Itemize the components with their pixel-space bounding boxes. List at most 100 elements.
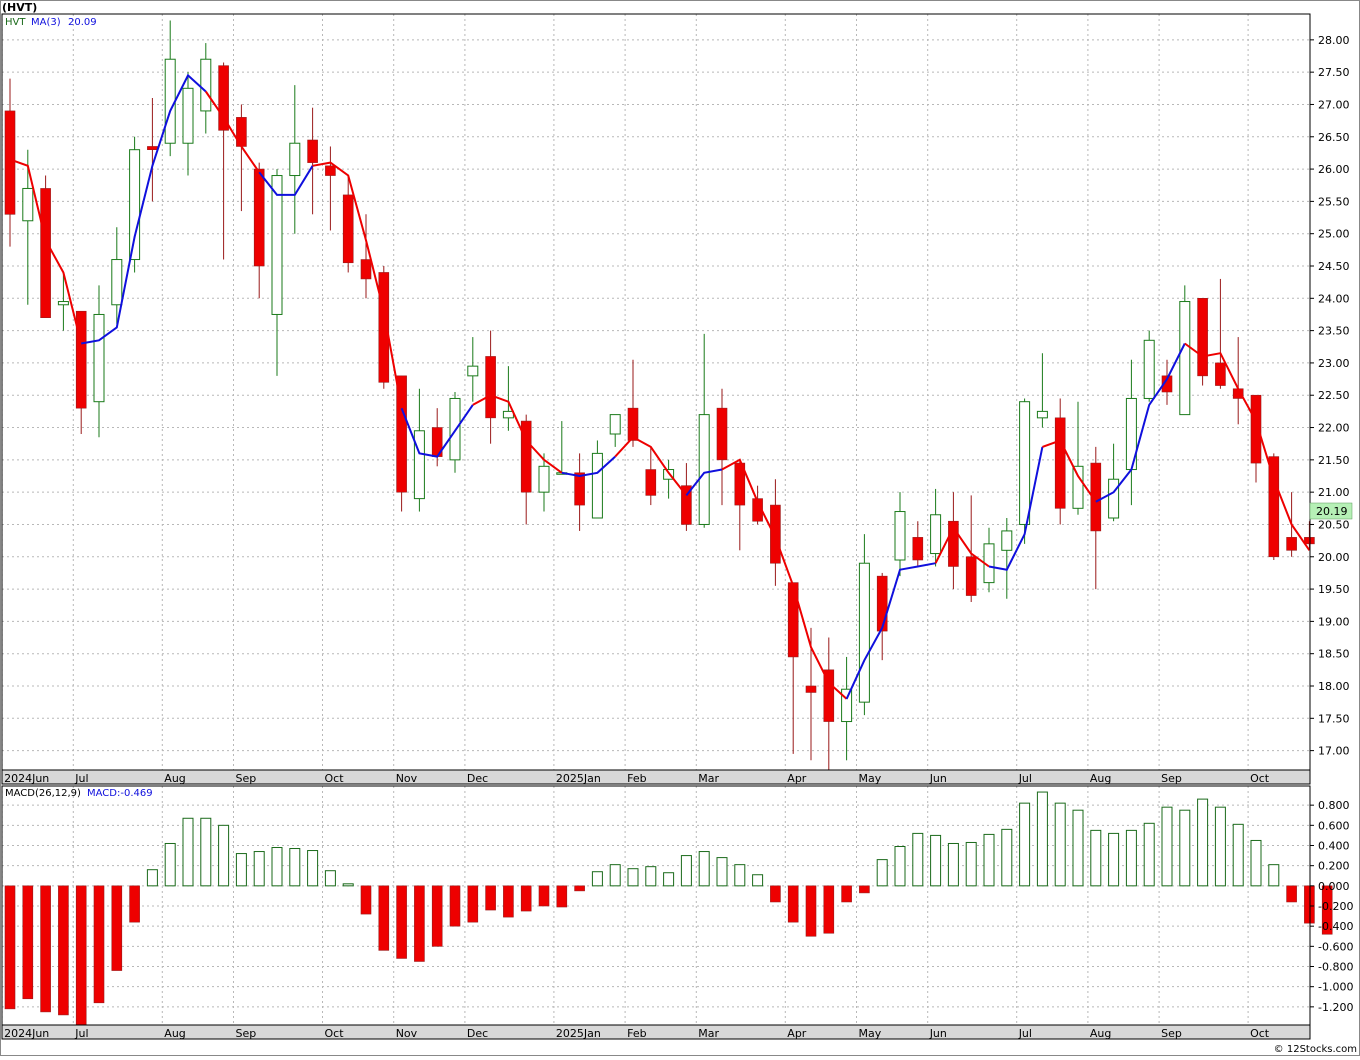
candle-body-down: [574, 472, 585, 506]
price-x-month-label: 2025Jan: [556, 772, 601, 785]
macd-bar-negative: [360, 885, 372, 915]
macd-bar-positive: [1108, 832, 1120, 887]
macd-y-tick-label: -0.400: [1318, 920, 1353, 933]
candle-body-down: [734, 462, 746, 506]
macd-bar-negative: [538, 885, 550, 907]
macd-bar-negative: [58, 885, 69, 1016]
candle-body-down: [147, 146, 158, 150]
candle-body-up: [57, 301, 69, 306]
candle-body-up: [1036, 410, 1048, 419]
candle-body-up: [841, 688, 853, 723]
ma3-line-segment: [400, 404, 474, 458]
macd-bar-positive: [894, 846, 906, 887]
macd-bar-positive: [947, 842, 959, 887]
macd-x-month-label: Jul: [1018, 1027, 1032, 1040]
macd-x-month-label: Sep: [236, 1027, 257, 1040]
macd-bar-negative: [129, 885, 140, 923]
last-price-box: [1309, 502, 1353, 520]
macd-x-month-label: Mar: [698, 1027, 719, 1040]
macd-x-month-label: 2024Jun: [4, 1027, 49, 1040]
last-price-label: 20.19: [1316, 505, 1348, 518]
ma3-line-segment: [81, 73, 207, 345]
symbol-legend: HVT: [5, 17, 26, 28]
macd-bar-positive: [609, 864, 621, 887]
candle-body-down: [307, 139, 318, 163]
chart-title: (HVT): [2, 1, 37, 14]
price-y-tick-label: 18.00: [1318, 680, 1350, 693]
price-x-axis-band: [1, 769, 1311, 785]
candle-body-up: [271, 175, 283, 315]
price-x-month-label: Feb: [627, 772, 646, 785]
candle-body-down: [520, 420, 532, 493]
candle-body-up: [200, 58, 212, 112]
macd-x-month-label: Jul: [74, 1027, 88, 1040]
candle-body-up: [1108, 478, 1120, 519]
macd-bar-negative: [1304, 885, 1315, 924]
candle-body-up: [289, 142, 301, 177]
price-y-tick-label: 19.50: [1318, 583, 1350, 596]
price-x-month-label: May: [859, 772, 882, 785]
candle-body-down: [378, 272, 390, 383]
macd-bar-positive: [200, 817, 212, 887]
macd-x-month-label: Oct: [325, 1027, 345, 1040]
macd-bar-positive: [752, 874, 764, 887]
price-y-tick-label: 28.00: [1318, 34, 1350, 47]
candle-body-up: [1072, 465, 1084, 509]
macd-bar-positive: [1250, 839, 1262, 887]
price-y-tick-label: 25.00: [1318, 228, 1350, 241]
macd-bar-negative: [805, 885, 817, 937]
price-x-month-label: Nov: [396, 772, 418, 785]
candle-body-down: [1215, 362, 1226, 386]
macd-x-month-label: Apr: [787, 1027, 807, 1040]
ma3-line-segment: [934, 525, 990, 568]
macd-x-month-label: May: [859, 1027, 882, 1040]
macd-bar-negative: [556, 885, 568, 908]
macd-bar-positive: [1072, 809, 1084, 887]
macd-panel: [4, 791, 1333, 1028]
candle-body-down: [1304, 537, 1315, 545]
price-y-tick-label: 24.00: [1318, 292, 1350, 305]
candle-body-up: [467, 365, 479, 377]
price-x-month-label: Aug: [1090, 772, 1111, 785]
ma3-line-segment: [561, 455, 616, 478]
candle-body-down: [948, 520, 959, 567]
macd-bar-positive: [1019, 802, 1031, 887]
price-x-month-label: Mar: [698, 772, 719, 785]
macd-x-month-label: Aug: [164, 1027, 185, 1040]
macd-bar-negative: [1321, 885, 1333, 935]
candle-body-up: [1143, 339, 1155, 399]
price-y-tick-label: 23.00: [1318, 357, 1350, 370]
candle-body-up: [1019, 401, 1031, 525]
price-y-tick-label: 27.00: [1318, 98, 1350, 111]
macd-x-month-label: Feb: [627, 1027, 646, 1040]
macd-bar-negative: [75, 885, 87, 1028]
macd-bar-positive: [1268, 864, 1280, 887]
candle-body-down: [325, 165, 336, 176]
ma3-line-segment: [614, 435, 688, 497]
macd-x-month-label: Sep: [1161, 1027, 1182, 1040]
macd-y-tick-label: 0.000: [1318, 880, 1350, 893]
watermark: © 12Stocks.com: [1274, 1044, 1357, 1055]
macd-bar-positive: [182, 817, 194, 887]
price-x-month-label: Oct: [325, 772, 345, 785]
macd-bar-positive: [734, 864, 746, 887]
ma3-line-segment: [258, 165, 314, 196]
macd-bar-positive: [912, 832, 924, 887]
macd-x-month-label: Jun: [929, 1027, 947, 1040]
candle-body-down: [40, 188, 51, 318]
macd-value: MACD:-0.469: [87, 788, 153, 799]
candle-body-up: [894, 511, 906, 561]
ma3-line-segment: [204, 90, 261, 173]
macd-bar-positive: [1232, 823, 1244, 887]
candle-body-up: [609, 414, 621, 435]
ma3-line-segment: [1184, 342, 1311, 551]
price-x-month-label: Apr: [787, 772, 807, 785]
macd-bar-negative: [22, 885, 34, 1000]
macd-x-month-label: Nov: [396, 1027, 418, 1040]
macd-bar-positive: [716, 857, 728, 887]
macd-bar-negative: [449, 885, 461, 927]
macd-bar-positive: [627, 868, 639, 887]
price-x-month-label: Sep: [236, 772, 257, 785]
macd-bar-negative: [378, 885, 390, 951]
candle-body-down: [770, 504, 781, 564]
